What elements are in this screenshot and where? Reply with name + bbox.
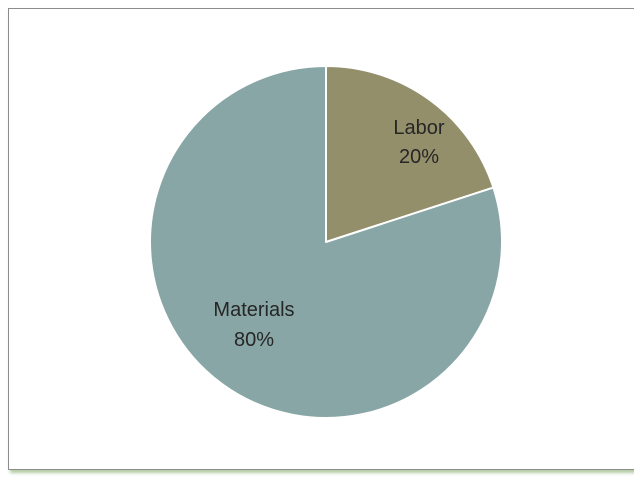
data-label-materials-value: 80% [234,329,274,351]
pie-slices [149,65,504,419]
data-label-labor: Labor 20% [393,117,444,168]
data-label-labor-value: 20% [399,146,439,168]
data-label-materials-category: Materials [213,299,294,321]
data-label-labor-category: Labor [393,117,444,139]
pie-slice-materials [149,65,504,419]
data-label-materials: Materials 80% [213,299,294,351]
pie-slice-labor [325,65,495,243]
